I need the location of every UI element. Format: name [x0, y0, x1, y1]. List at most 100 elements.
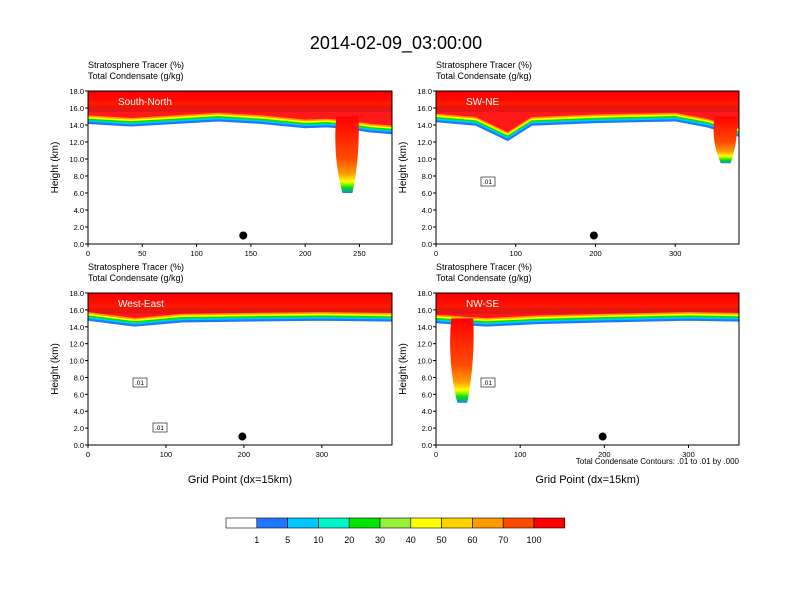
y-tick-label: 16.0 [417, 306, 432, 315]
contour-label: .01 [483, 179, 492, 186]
panel-title-condensate: Total Condensate (g/kg) [436, 273, 532, 283]
y-tick-label: 10.0 [69, 155, 84, 164]
location-marker [239, 231, 248, 240]
tropopause-gradient-line [88, 313, 392, 322]
colorbar-swatch [256, 517, 288, 529]
y-axis-label: Height (km) [50, 142, 61, 194]
contour-label-box [132, 377, 148, 388]
y-tick-label: 16.0 [417, 104, 432, 113]
colorbar-swatch [410, 517, 442, 529]
y-tick-label: 4.0 [422, 206, 432, 215]
colorbar-label: 60 [467, 535, 477, 545]
section-label: South-North [118, 97, 172, 108]
tropopause-gradient-line [88, 112, 392, 128]
y-tick-label: 8.0 [74, 373, 84, 382]
colorbar-swatch [472, 517, 504, 529]
colorbar-label: 1 [254, 535, 259, 545]
figure-title: 2014-02-09_03:00:00 [310, 33, 482, 54]
x-tick-label: 200 [299, 249, 312, 258]
plot-area [436, 91, 739, 164]
contour-label-box [480, 377, 496, 388]
stratosphere-core [436, 293, 739, 320]
y-tick-label: 2.0 [74, 424, 84, 433]
y-tick-label: 18.0 [417, 87, 432, 96]
colorbar-label: 50 [437, 535, 447, 545]
x-tick-label: 150 [245, 249, 258, 258]
y-tick-label: 2.0 [422, 223, 432, 232]
x-tick-label: 100 [509, 249, 522, 258]
panel-title-condensate: Total Condensate (g/kg) [88, 71, 184, 81]
x-tick-label: 200 [598, 450, 611, 459]
colorbar: 1 5 10 20 30 40 50 60 70 100 [225, 517, 566, 545]
y-tick-label: 8.0 [74, 172, 84, 181]
y-tick-label: 12.0 [69, 340, 84, 349]
panel-title-tracer: Stratosphere Tracer (%) [88, 60, 184, 70]
section-label: West-East [118, 299, 164, 310]
plot-area [436, 293, 739, 403]
y-tick-label: 6.0 [422, 189, 432, 198]
y-tick-label: 18.0 [417, 289, 432, 298]
tropopause-gradient-line [436, 316, 739, 326]
y-axis-label: Height (km) [398, 142, 409, 194]
colorbar-swatch [348, 517, 381, 529]
panel-title-condensate: Total Condensate (g/kg) [88, 273, 184, 283]
y-tick-label: 6.0 [422, 390, 432, 399]
section-label: NW-SE [466, 299, 499, 310]
x-tick-label: 200 [238, 450, 251, 459]
panel-title-tracer: Stratosphere Tracer (%) [88, 262, 184, 272]
plot-frame [87, 90, 393, 245]
panel-nw-se: Stratosphere Tracer (%)Total Condensate … [398, 262, 740, 486]
y-tick-label: 12.0 [417, 340, 432, 349]
y-tick-label: 12.0 [69, 138, 84, 147]
y-tick-label: 10.0 [417, 155, 432, 164]
y-tick-label: 4.0 [74, 407, 84, 416]
colorbar-swatch [533, 517, 566, 529]
tropopause-gradient-line [88, 116, 392, 131]
tropopause-gradient-line [436, 318, 739, 327]
tropopause-gradient-line [88, 119, 392, 135]
tropopause-fold-plume [335, 116, 359, 193]
y-tick-label: 6.0 [74, 189, 84, 198]
y-tick-label: 14.0 [417, 323, 432, 332]
plot-frame [435, 90, 740, 245]
y-tick-label: 16.0 [69, 104, 84, 113]
location-marker [589, 231, 598, 240]
y-tick-label: 10.0 [69, 357, 84, 366]
tropopause-gradient-line [436, 112, 739, 135]
tropopause-fold-plume [450, 318, 474, 403]
location-marker [238, 432, 247, 441]
colorbar-label: 5 [285, 535, 290, 545]
panel-title-tracer: Stratosphere Tracer (%) [436, 60, 532, 70]
contour-label-box [152, 422, 168, 433]
tropopause-gradient-line [88, 318, 392, 327]
plot-frame [87, 292, 393, 446]
x-tick-label: 0 [86, 249, 90, 258]
x-tick-label: 200 [589, 249, 602, 258]
plot-area [88, 91, 392, 193]
tropopause-gradient-line [88, 114, 392, 130]
y-tick-label: 6.0 [74, 390, 84, 399]
x-tick-label: 0 [86, 450, 90, 459]
tropopause-gradient-line [88, 315, 392, 324]
contour-label-box [480, 176, 496, 187]
panel-south-north: Stratosphere Tracer (%)Total Condensate … [50, 60, 393, 258]
y-tick-label: 14.0 [417, 121, 432, 130]
y-tick-label: 4.0 [422, 407, 432, 416]
y-tick-label: 2.0 [74, 223, 84, 232]
colorbar-swatch [287, 517, 319, 529]
x-tick-label: 300 [682, 450, 695, 459]
colorbar-label: 70 [498, 535, 508, 545]
contour-label: .01 [135, 380, 144, 387]
y-tick-label: 0.0 [74, 441, 84, 450]
contour-label: .01 [483, 380, 492, 387]
tropopause-gradient-line [436, 114, 739, 137]
y-axis-label: Height (km) [398, 343, 409, 395]
stratosphere-core [436, 91, 739, 134]
x-tick-label: 300 [316, 450, 329, 459]
y-tick-label: 0.0 [422, 441, 432, 450]
tropopause-gradient-line [436, 315, 739, 324]
y-tick-label: 18.0 [69, 289, 84, 298]
x-axis-label: Grid Point (dx=15km) [535, 474, 639, 486]
x-tick-label: 50 [138, 249, 146, 258]
